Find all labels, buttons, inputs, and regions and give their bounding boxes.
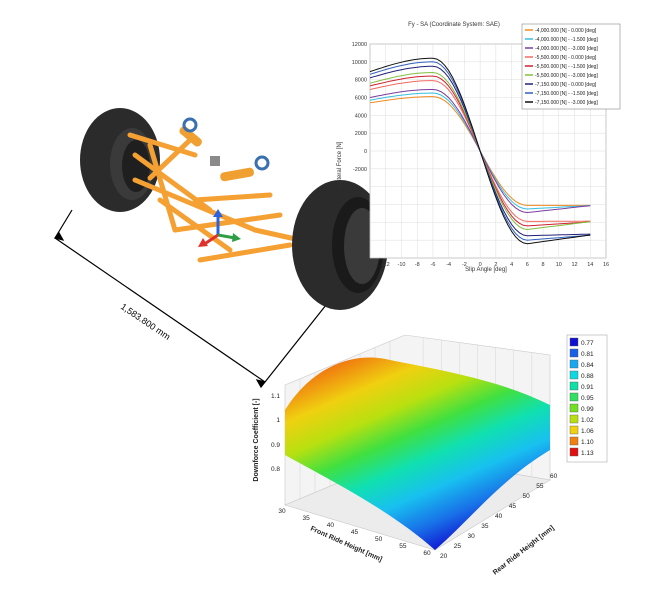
legend-entry: 0.95 [581,395,594,402]
x-tick-label: 6 [526,262,529,268]
x-tick-label: -12 [382,262,390,268]
legend-entry: 1.02 [581,417,594,424]
y-tick-label: 30 [468,533,476,540]
legend-entry: -4,000.000 [N] - -1.500 [deg] [535,37,598,43]
legend-entry: 0.88 [581,373,594,380]
x-tick-label: 40 [327,522,335,529]
x-tick-label: -8 [415,262,420,268]
dimension-label: 1,583.800 mm [119,301,172,341]
y-tick-label: 6000 [355,96,367,102]
color-legend: 0.77 0.81 0.84 0.88 0.91 0.95 0.99 1.02 1.06 1.10… [566,334,608,463]
legend-swatch [569,381,579,391]
legend-entry: -7,150.000 [N] - -3.000 [deg] [535,100,598,106]
y-tick-label: 55 [536,483,544,490]
legend-entry: 1.13 [581,450,594,457]
x-tick-label: 30 [278,508,286,515]
y-tick-label: 8000 [355,78,367,84]
y-tick-label: 25 [454,543,462,550]
chart-title: Fy - SA (Coordinate System: SAE) [408,22,500,28]
legend-swatch [569,370,579,380]
lateral-force-chart[interactable]: Fy - SA (Coordinate System: SAE) 12000 10… [334,14,624,284]
x-tick-label: 14 [587,262,593,268]
x-tick-label: -6 [430,262,435,268]
y-axis-label: Lateral Force [N] [337,141,343,186]
x-axis-label: Slip Angle [deg] [465,267,507,273]
z-axis-label: Downforce Coefficient [-] [253,398,260,481]
legend-swatch [569,447,579,457]
z-tick-label: 1 [276,417,280,424]
chart-ticks: 12000 10000 8000 6000 4000 2000 0 -2000 -12 -10 -8… [352,42,609,268]
x-axis-ticks: 30 35 40 45 50 55 60 [278,508,431,557]
z-axis-ticks: 1.1 1 0.9 0.8 [271,393,280,473]
legend-entry: 0.77 [581,340,594,347]
legend-entry: -5,500.000 [N] - -3.000 [deg] [535,73,598,79]
y-tick-label: -2000 [353,167,367,173]
legend-swatch [569,392,579,402]
legend-entry: -4,000.000 [N] - -3.000 [deg] [535,46,598,52]
legend-swatch [569,414,579,424]
legend-entry: 1.06 [581,428,594,435]
chart-legend: -4,000.000 [N] - 0.000 [deg] -4,000.000 [… [521,23,621,110]
y-tick-label: 20 [440,553,448,560]
z-tick-label: 0.9 [271,442,280,449]
y-tick-label: 10000 [352,60,367,66]
suspension-frame[interactable] [127,132,303,263]
legend-entry: -4,000.000 [N] - 0.000 [deg] [535,28,597,34]
x-tick-label: 12 [571,262,577,268]
legend-entry: -5,500.000 [N] - -1.500 [deg] [535,64,598,70]
z-tick-label: 0.8 [271,466,280,473]
x-tick-label: 60 [423,550,431,557]
y-tick-label: 0 [364,149,367,155]
x-tick-label: 55 [399,543,407,550]
y-tick-label: 40 [495,513,503,520]
legend-swatch [569,359,579,369]
legend-entry: 0.99 [581,406,594,413]
legend-entry: 0.84 [581,362,594,369]
x-tick-label: -10 [397,262,405,268]
x-tick-label: -4 [446,262,451,268]
legend-swatch [569,425,579,435]
y-tick-label: 60 [550,473,558,480]
x-tick-label: 16 [603,262,609,268]
x-tick-label: 50 [375,536,383,543]
legend-entry: -7,150.000 [N] - 0.000 [deg] [535,82,597,88]
legend-swatch [569,348,579,358]
x-tick-label: 0 [479,262,482,268]
x-tick-label: 8 [542,262,545,268]
legend-entry: 0.91 [581,384,594,391]
y-tick-label: 35 [481,523,489,530]
legend-entry: -7,150.000 [N] - -1.500 [deg] [535,91,598,97]
y-axis-label: Rear Ride Height [mm] [492,525,556,577]
legend-entry: -5,500.000 [N] - 0.000 [deg] [535,55,597,61]
legend-entry: 0.81 [581,351,594,358]
left-tire[interactable] [80,108,160,212]
legend-swatch [569,436,579,446]
x-tick-label: -2 [462,262,467,268]
downforce-surface [285,357,550,550]
x-tick-label: 2 [494,262,497,268]
y-tick-label: 4000 [355,113,367,119]
y-tick-label: 2000 [355,131,367,137]
x-tick-label: 10 [556,262,562,268]
y-tick-label: 45 [509,503,517,510]
y-axis-ticks: 20 25 30 35 40 45 50 55 60 [440,473,558,560]
x-tick-label: 4 [510,262,513,268]
legend-swatch [569,337,579,347]
chart-series [369,57,591,245]
dimension-annotation [53,209,331,389]
coordinate-triad [198,209,241,247]
x-tick-label: 45 [351,529,359,536]
spring-damper[interactable] [178,117,270,182]
legend-swatch [569,403,579,413]
z-tick-label: 1.1 [271,393,280,400]
series-line [369,57,591,245]
y-tick-label: 12000 [352,42,367,48]
downforce-surface-plot[interactable]: 1.110.90.8 Downforce Coefficient [-] 303… [240,330,660,600]
legend-entry: 1.10 [581,439,594,446]
x-tick-label: 35 [303,515,311,522]
y-tick-label: 50 [523,493,531,500]
